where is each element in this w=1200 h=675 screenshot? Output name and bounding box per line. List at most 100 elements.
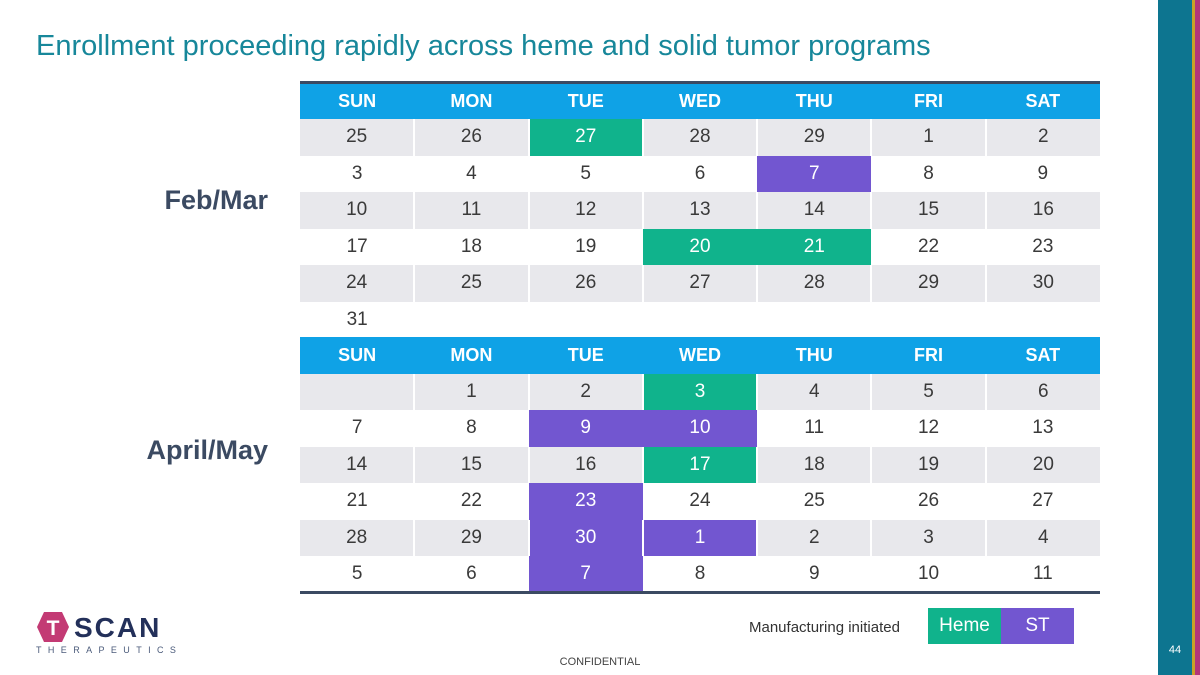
day-cell: 17 — [346, 235, 368, 257]
day-cell: 25 — [803, 490, 825, 512]
day-cell: 25 — [300, 119, 416, 156]
week-row: 10 11 12 13 14 15 16 — [300, 192, 1100, 229]
day-cell: 10 — [917, 562, 940, 584]
day-cell: 1 — [642, 519, 759, 556]
day-cell: 14 — [757, 192, 873, 229]
day-cell: 22 — [917, 235, 940, 257]
week-row: 7 8 9 10 11 12 13 — [300, 410, 1100, 447]
day-cell: 15 — [871, 192, 987, 229]
week-row: 28 29 30 1 2 3 4 — [300, 519, 1100, 556]
week-row: 14 15 16 17 18 19 20 — [300, 446, 1100, 483]
week-row: 21 22 23 24 25 26 27 — [300, 483, 1100, 520]
weekday-mon: MON — [414, 82, 529, 119]
day-cell: 5 — [871, 373, 987, 410]
logo-letter: T — [47, 617, 60, 640]
weekday-wed: WED — [642, 337, 758, 374]
tscan-logo: T SCAN THERAPEUTICS — [36, 611, 176, 656]
weekday-sat: SAT — [985, 82, 1100, 119]
day-cell: 23 — [528, 483, 643, 520]
day-cell: 2 — [985, 119, 1100, 156]
day-cell: 17 — [642, 446, 759, 483]
day-cell: 13 — [642, 192, 759, 229]
side-bar-magenta — [1195, 0, 1200, 675]
confidential-label: CONFIDENTIAL — [559, 656, 641, 668]
week-row: 31 — [300, 302, 1100, 339]
weekday-sat: SAT — [985, 337, 1100, 374]
weekday-tue: TUE — [528, 82, 643, 119]
week-row: 3 4 5 6 7 8 9 — [300, 155, 1100, 192]
weekday-sun: SUN — [300, 337, 415, 374]
day-cell: 28 — [757, 265, 873, 302]
weekday-header-row: SUN MON TUE WED THU FRI SAT — [300, 82, 1100, 119]
day-cell — [871, 302, 985, 339]
day-cell: 20 — [642, 228, 758, 265]
week-row: 24 25 26 27 28 29 30 — [300, 265, 1100, 302]
day-cell: 8 — [923, 162, 934, 184]
weekday-thu: THU — [757, 82, 872, 119]
weekday-header-row: SUN MON TUE WED THU FRI SAT — [300, 337, 1100, 374]
day-cell: 9 — [808, 562, 820, 584]
legend-st-box: ST — [1001, 608, 1074, 644]
day-cell: 5 — [580, 162, 591, 184]
day-cell: 31 — [346, 308, 368, 330]
day-cell: 19 — [871, 446, 987, 483]
day-cell: 10 — [300, 192, 416, 229]
day-cell: 13 — [1032, 417, 1054, 439]
day-cell — [986, 302, 1100, 339]
day-cell: 15 — [414, 446, 530, 483]
page-number: 44 — [1168, 644, 1182, 656]
day-cell: 14 — [300, 446, 416, 483]
logo-subtitle: THERAPEUTICS — [36, 645, 183, 655]
calendar-april-may: SUN MON TUE WED THU FRI SAT 1 2 3 4 5 6 7 8 9 10 11 12 13 1… — [300, 337, 1100, 594]
period-label-april-may: April/May — [146, 435, 268, 465]
day-cell: 7 — [351, 417, 363, 439]
day-cell: 6 — [694, 162, 706, 184]
day-cell: 1 — [414, 373, 530, 410]
legend-text: Manufacturing initiated — [749, 619, 900, 636]
day-cell — [757, 302, 871, 339]
weekday-thu: THU — [757, 337, 872, 374]
day-cell: 26 — [917, 490, 940, 512]
day-cell: 9 — [528, 410, 643, 447]
day-cell: 11 — [804, 417, 825, 439]
day-cell: 19 — [575, 235, 597, 257]
day-cell: 27 — [642, 265, 759, 302]
day-cell: 23 — [1032, 235, 1054, 257]
day-cell: 29 — [414, 519, 530, 556]
day-cell: 27 — [528, 119, 644, 156]
period-label-feb-mar: Feb/Mar — [164, 185, 268, 215]
day-cell: 11 — [414, 192, 530, 229]
day-cell: 9 — [1037, 162, 1049, 184]
day-cell: 3 — [871, 519, 987, 556]
day-cell: 4 — [466, 162, 477, 184]
weekday-sun: SUN — [300, 82, 415, 119]
day-cell: 8 — [466, 417, 477, 439]
side-bar-gold — [1192, 0, 1195, 675]
day-cell: 11 — [1032, 562, 1053, 584]
day-cell: 4 — [757, 373, 873, 410]
day-cell — [529, 302, 643, 339]
day-cell: 20 — [985, 446, 1100, 483]
day-cell: 21 — [346, 490, 368, 512]
day-cell: 28 — [300, 519, 416, 556]
slide-title: Enrollment proceeding rapidly across hem… — [36, 30, 931, 62]
day-cell: 30 — [985, 265, 1100, 302]
day-cell: 2 — [757, 519, 873, 556]
day-cell: 18 — [757, 446, 873, 483]
day-cell: 24 — [689, 490, 711, 512]
weekday-fri: FRI — [871, 337, 986, 374]
logo-wordmark: SCAN — [74, 612, 162, 643]
day-cell — [300, 373, 416, 410]
day-cell: 21 — [757, 228, 872, 265]
day-cell: 28 — [642, 119, 759, 156]
day-cell — [414, 302, 528, 339]
day-cell: 29 — [757, 119, 873, 156]
day-cell: 12 — [917, 417, 940, 439]
day-cell: 16 — [528, 446, 644, 483]
day-cell: 10 — [642, 410, 758, 447]
side-bar-teal — [1158, 0, 1192, 675]
day-cell: 27 — [1032, 490, 1054, 512]
day-cell: 3 — [642, 373, 759, 410]
day-cell: 2 — [528, 373, 644, 410]
